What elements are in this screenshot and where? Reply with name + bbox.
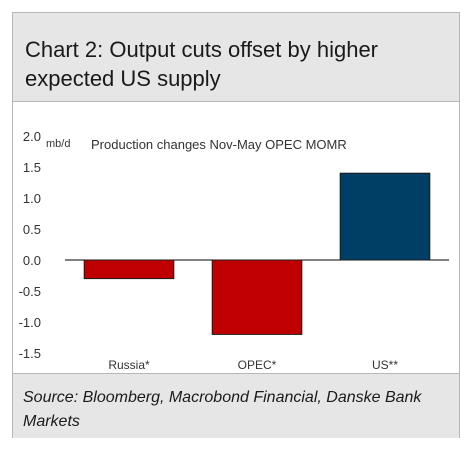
x-category-label: US** [372,358,398,372]
y-tick-label: 2.0 [23,129,41,144]
bar-russia [83,259,175,280]
chart-title: Chart 2: Output cuts offset by higher ex… [25,37,379,91]
y-tick-label: -0.5 [19,284,41,299]
unit-label: mb/d [46,138,70,150]
chart-subtitle: Production changes Nov-May OPEC MOMR [91,137,347,152]
bars [83,172,431,335]
y-tick-label: 1.5 [23,160,41,175]
y-tick-label: 0.0 [23,253,41,268]
y-axis: 2.0 1.5 1.0 0.5 0.0 -0.5 -1.0 -1.5 [19,129,41,361]
bar-us [339,172,431,261]
source-note: Source: Bloomberg, Macrobond Financial, … [23,389,422,430]
x-axis-labels: Russia* OPEC* US** [108,358,398,372]
bar-chart: 2.0 1.5 1.0 0.5 0.0 -0.5 -1.0 -1.5 mb/d Product… [19,129,449,372]
y-tick-label: -1.5 [19,346,41,361]
y-tick-label: -1.0 [19,315,41,330]
source-banner: Source: Bloomberg, Macrobond Financial, … [13,373,459,438]
y-tick-label: 1.0 [23,191,41,206]
y-tick-label: 0.5 [23,222,41,237]
title-banner: Chart 2: Output cuts offset by higher ex… [13,13,459,102]
x-category-label: OPEC* [238,358,277,372]
chart-area: 2.0 1.5 1.0 0.5 0.0 -0.5 -1.0 -1.5 mb/d Product… [13,101,459,373]
x-category-label: Russia* [108,358,150,372]
chart-card: Chart 2: Output cuts offset by higher ex… [12,12,460,438]
bar-opec [211,259,303,335]
